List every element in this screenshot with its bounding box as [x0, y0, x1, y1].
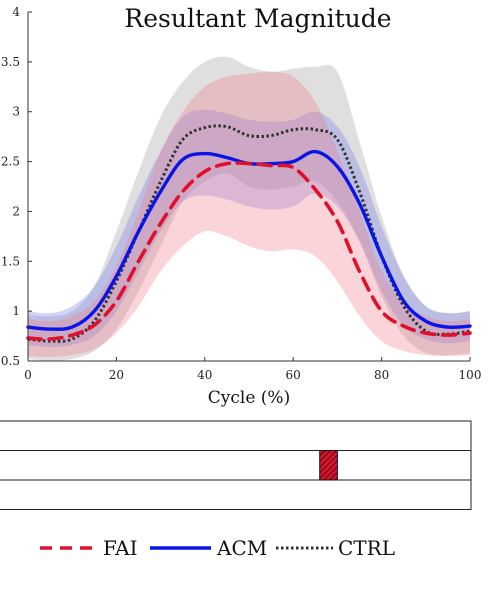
line-fai — [26, 161, 472, 342]
legend-label-ctrl: CTRL — [338, 536, 395, 560]
y-tick-label: 1.5 — [1, 254, 20, 268]
series-lines — [26, 124, 472, 343]
significance-frame — [0, 420, 472, 510]
y-tick-label: 3.5 — [1, 55, 20, 69]
y-tick-label: 2 — [12, 204, 20, 218]
y-tick-label: 3 — [12, 105, 20, 119]
chart-title: Resultant Magnitude — [124, 4, 391, 33]
axes — [27, 12, 470, 362]
legend: FAI ACM CTRL — [40, 536, 395, 560]
x-axis-label: Cycle (%) — [208, 388, 290, 408]
y-tick-label: 1 — [12, 304, 20, 318]
band-fai — [28, 71, 470, 358]
x-tick-label: 0 — [24, 368, 32, 382]
legend-label-fai: FAI — [103, 536, 137, 560]
x-tick-label: 20 — [109, 368, 124, 382]
ci-bands — [28, 56, 470, 361]
x-tick-label: 40 — [197, 368, 212, 382]
legend-label-acm: ACM — [216, 536, 267, 560]
band-ctrl — [28, 56, 470, 361]
band-acm — [28, 109, 470, 347]
x-ticks: 0 20 40 60 80 100 — [24, 357, 481, 382]
y-tick-label: 4 — [12, 5, 20, 19]
significance-table — [0, 420, 472, 510]
x-tick-label: 80 — [374, 368, 389, 382]
line-ctrl — [27, 124, 471, 343]
significance-mark — [319, 450, 338, 481]
x-tick-label: 60 — [286, 368, 301, 382]
y-tick-label: 0.5 — [1, 354, 20, 368]
y-tick-label: 2.5 — [1, 155, 20, 169]
x-tick-label: 100 — [459, 368, 482, 382]
y-ticks: 0.5 1 1.5 2 2.5 3 3.5 4 — [1, 5, 32, 368]
